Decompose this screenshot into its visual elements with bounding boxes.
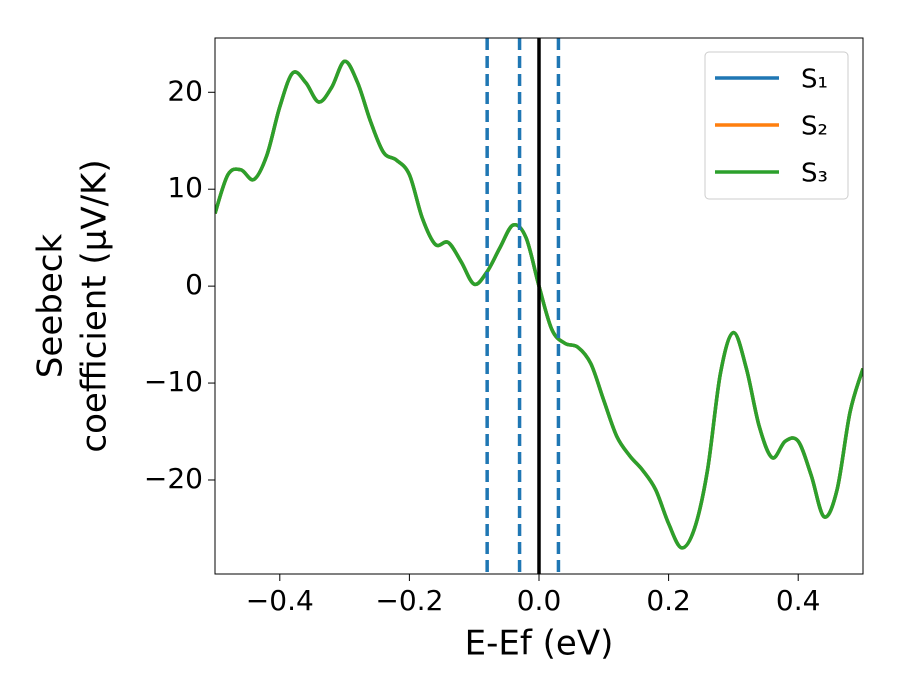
x-axis-label: E-Ef (eV) — [465, 624, 614, 664]
legend-label: S₁ — [801, 65, 828, 95]
y-axis-label-line: Seebeck — [31, 234, 71, 379]
x-tick-label: 0.2 — [646, 584, 691, 617]
y-tick-label: −10 — [144, 365, 203, 398]
x-tick-label: 0.0 — [517, 584, 562, 617]
y-axis-label-line: coefficient (μV/K) — [75, 159, 115, 452]
legend-label: S₃ — [801, 159, 828, 189]
y-tick-label: 0 — [185, 268, 203, 301]
legend-label: S₂ — [801, 112, 828, 142]
y-tick-label: 10 — [167, 171, 203, 204]
x-tick-label: −0.2 — [375, 584, 443, 617]
y-tick-label: 20 — [167, 74, 203, 107]
x-tick-label: 0.4 — [776, 584, 821, 617]
x-tick-label: −0.4 — [246, 584, 314, 617]
plot-area — [215, 38, 863, 574]
legend: S₁ S₂ S₃ — [704, 51, 849, 200]
y-tick-label: −20 — [144, 462, 203, 495]
y-axis-label: Seebeck coefficient (μV/K) — [31, 159, 115, 452]
